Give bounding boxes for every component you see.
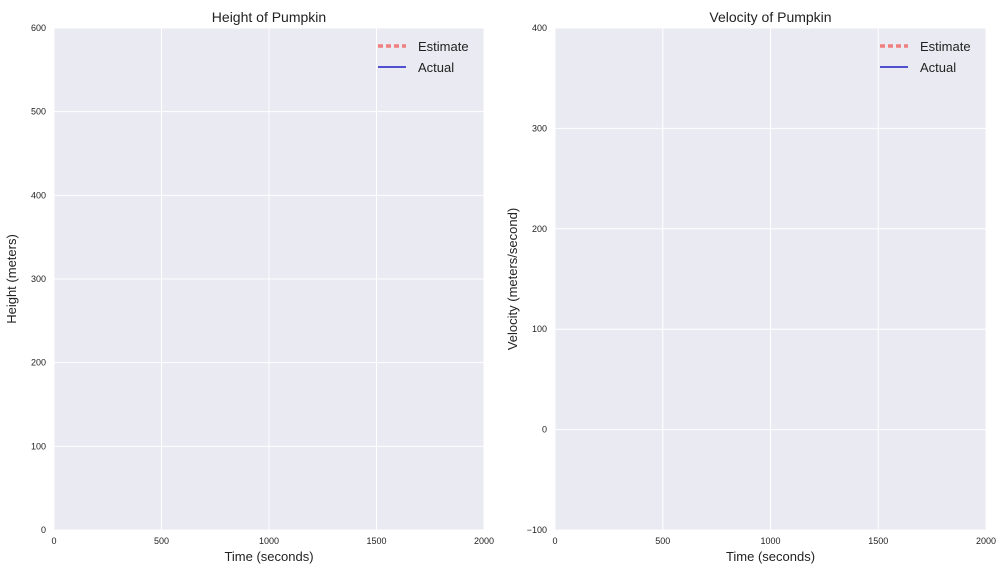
legend-label-estimate: Estimate <box>418 39 469 54</box>
x-tick-label: 0 <box>552 536 557 546</box>
x-tick-label: 0 <box>51 536 56 546</box>
y-tick-label: 300 <box>532 123 547 133</box>
x-tick-label: 1500 <box>366 536 386 546</box>
y-tick-label: 300 <box>31 274 46 284</box>
y-tick-label: 500 <box>31 107 46 117</box>
y-tick-label: 400 <box>31 190 46 200</box>
x-tick-label: 1000 <box>259 536 279 546</box>
chart-title: Velocity of Pumpkin <box>709 9 831 25</box>
x-tick-label: 500 <box>154 536 169 546</box>
y-tick-label: 200 <box>31 358 46 368</box>
x-tick-label: 2000 <box>976 536 996 546</box>
y-tick-label: 100 <box>31 441 46 451</box>
chart-panel-1: 0 500 1000 1500 2000 0 100 200 300 400 500 600 Heigh… <box>4 9 494 564</box>
y-tick-label: 400 <box>532 23 547 33</box>
y-tick-label: 0 <box>41 525 46 535</box>
y-tick-label: 0 <box>542 425 547 435</box>
x-axis-label: Time (seconds) <box>224 549 313 564</box>
chart-panel-2: 0 500 1000 1500 2000 −100 0 100 200 300 400 Velocit… <box>505 9 996 564</box>
legend-label-actual: Actual <box>920 60 956 75</box>
chart-title: Height of Pumpkin <box>212 9 326 25</box>
y-tick-label: 600 <box>31 23 46 33</box>
y-tick-label: 100 <box>532 324 547 334</box>
y-tick-label: −100 <box>527 525 547 535</box>
y-axis-label: Velocity (meters/second) <box>505 208 520 350</box>
x-tick-label: 1000 <box>760 536 780 546</box>
legend-label-actual: Actual <box>418 60 454 75</box>
x-tick-label: 2000 <box>474 536 494 546</box>
y-axis-label: Height (meters) <box>4 234 19 324</box>
x-tick-label: 1500 <box>868 536 888 546</box>
x-axis-label: Time (seconds) <box>726 549 815 564</box>
y-tick-label: 200 <box>532 224 547 234</box>
x-tick-label: 500 <box>655 536 670 546</box>
legend-label-estimate: Estimate <box>920 39 971 54</box>
